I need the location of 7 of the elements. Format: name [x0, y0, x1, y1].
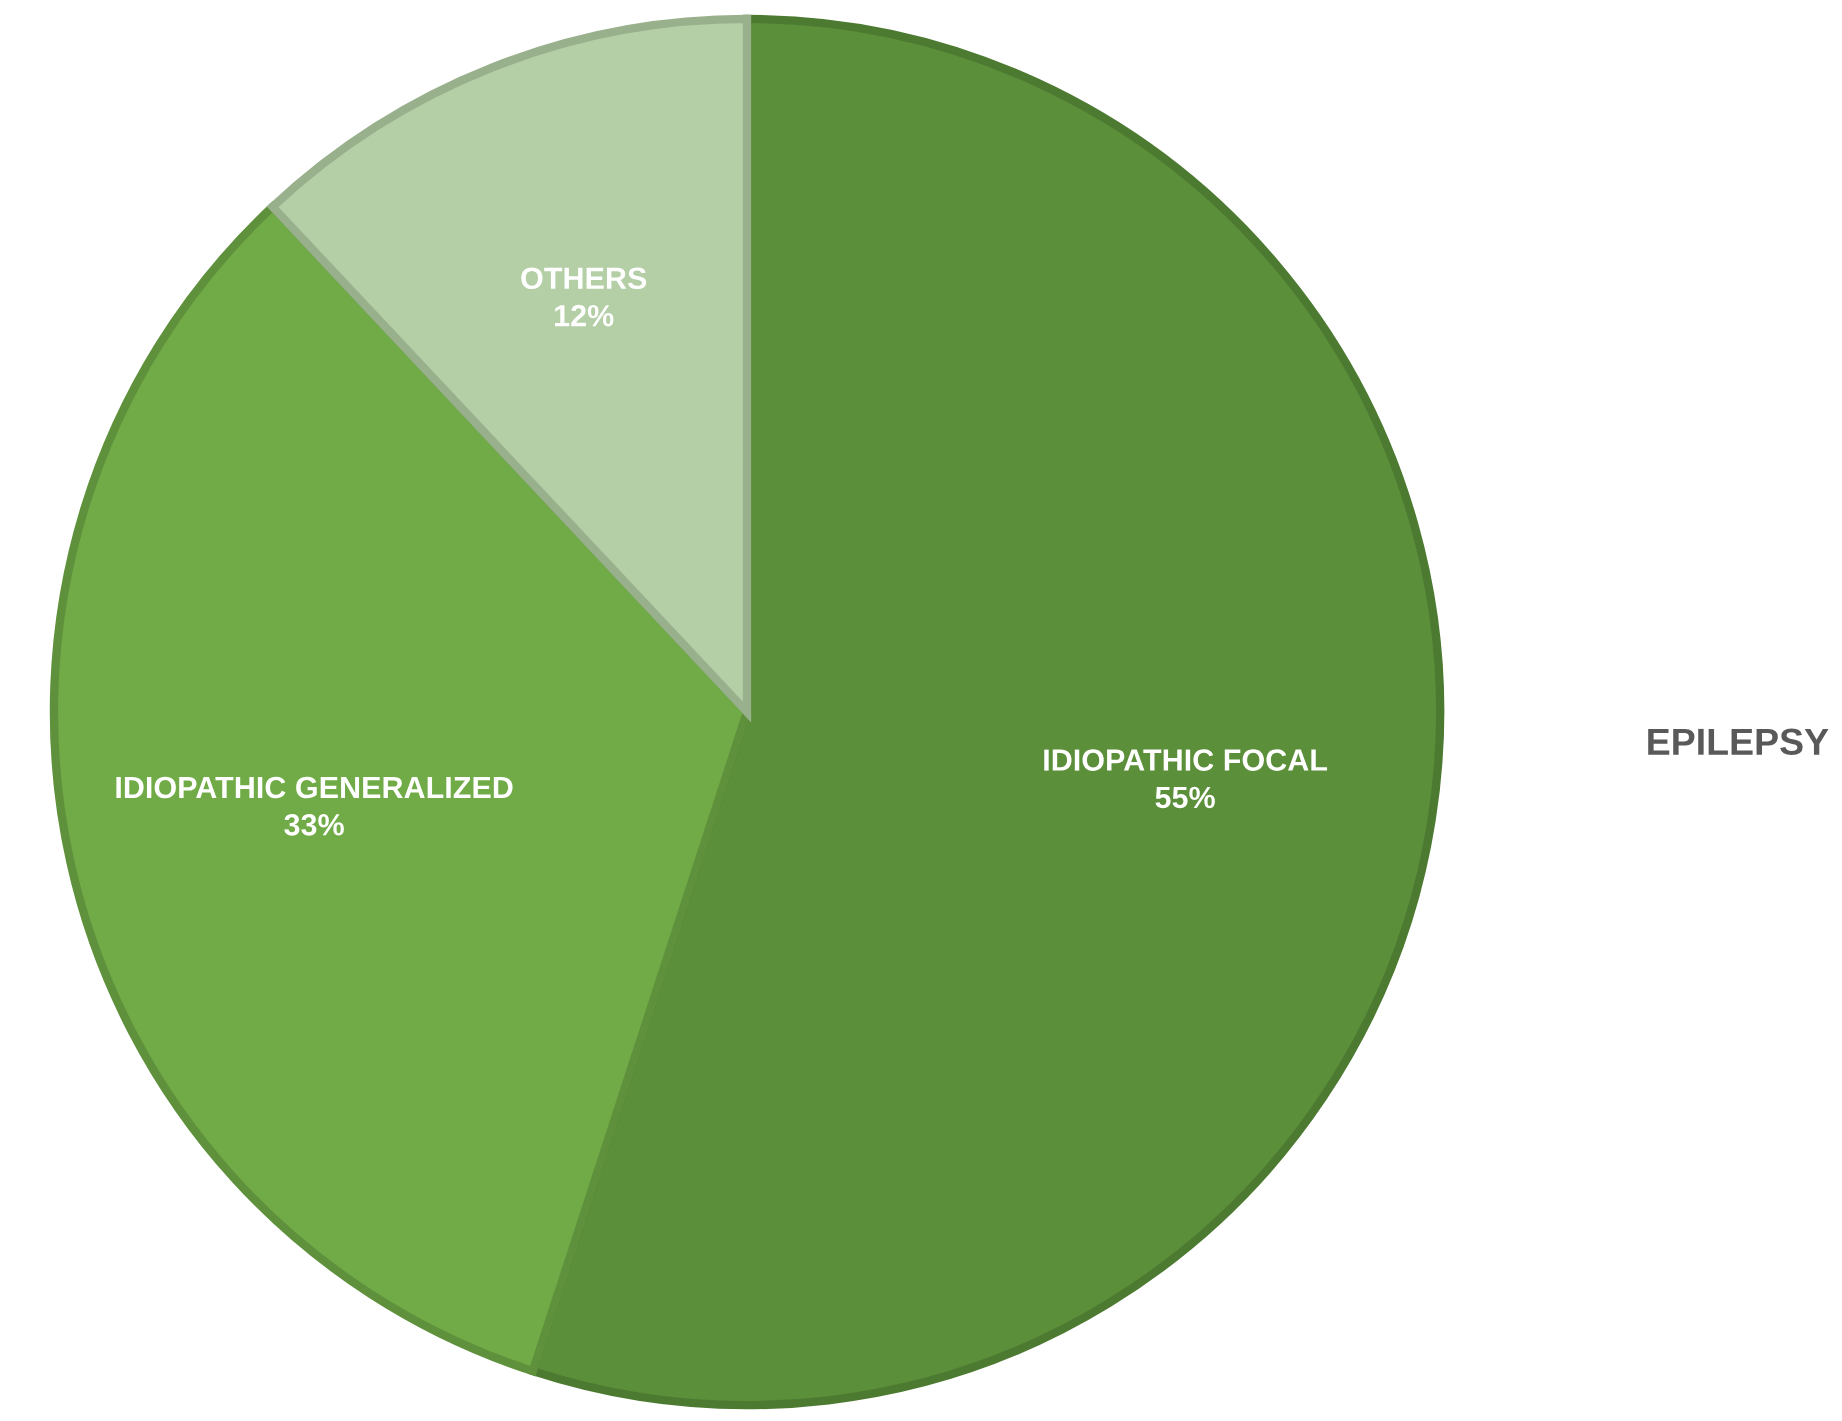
slice-label: IDIOPATHIC GENERALIZED: [116, 776, 513, 799]
slice-label: IDIOPATHIC FOCAL: [1044, 749, 1328, 771]
data-label: 33%: [284, 814, 344, 836]
data-label: 55%: [1155, 786, 1215, 809]
slice-label: OTHERS: [521, 267, 647, 290]
data-label: 12%: [555, 304, 614, 327]
text: EPILEPSY: [1648, 728, 1829, 756]
